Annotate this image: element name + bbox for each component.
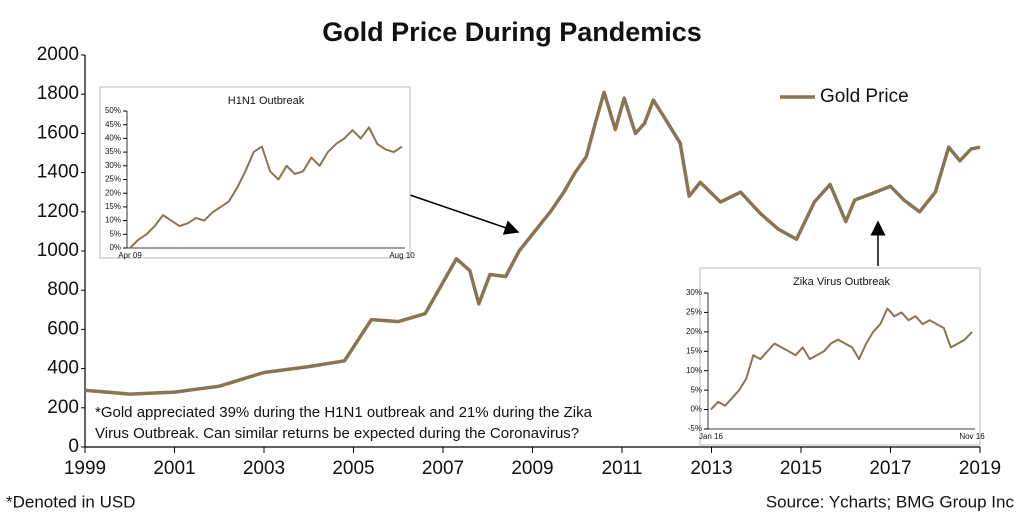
y-tick-label: 30% xyxy=(686,288,702,297)
y-tick-label: 5% xyxy=(690,385,702,394)
annotation: *Gold appreciated 39% during the H1N1 ou… xyxy=(95,404,593,421)
y-tick-label: 10% xyxy=(686,366,702,375)
y-tick-label: 10% xyxy=(105,216,121,225)
legend-label: Gold Price xyxy=(820,86,909,107)
y-tick-label: 0% xyxy=(690,405,702,414)
x-tick-label: Nov 16 xyxy=(959,432,985,441)
y-tick-label: 15% xyxy=(686,346,702,355)
data-line xyxy=(710,307,973,411)
y-tick-label: 400 xyxy=(47,358,79,379)
inset-title: Zika Virus Outbreak xyxy=(793,276,891,288)
arrow xyxy=(409,194,520,235)
y-tick-label: 0 xyxy=(68,436,79,457)
x-tick-label: Jan 16 xyxy=(699,432,724,441)
y-tick-label: 35% xyxy=(105,147,121,156)
inset-frame xyxy=(99,86,411,259)
data-line xyxy=(129,126,403,249)
annotation: Virus Outbreak. Can similar returns be e… xyxy=(95,425,579,442)
y-tick-label: 25% xyxy=(686,308,702,317)
y-tick-label: 1200 xyxy=(37,201,79,222)
y-tick-label: 200 xyxy=(47,397,79,418)
x-tick-label: 2017 xyxy=(869,458,911,479)
y-tick-label: -5% xyxy=(688,424,702,433)
y-tick-label: 1000 xyxy=(37,240,79,261)
source: Source: Ycharts; BMG Group Inc xyxy=(766,492,1015,511)
y-tick-label: 1400 xyxy=(37,162,79,183)
y-tick-label: 0% xyxy=(109,243,121,252)
y-tick-label: 25% xyxy=(105,175,121,184)
inset-title: H1N1 Outbreak xyxy=(228,95,305,107)
y-tick-label: 800 xyxy=(47,279,79,300)
y-tick-label: 30% xyxy=(105,161,121,170)
x-tick-label: Aug 10 xyxy=(389,251,415,260)
y-tick-label: 50% xyxy=(105,106,121,115)
y-tick-label: 2000 xyxy=(37,44,79,65)
chart-title: Gold Price During Pandemics xyxy=(322,17,702,47)
data-line xyxy=(84,90,981,396)
x-tick-label: 1999 xyxy=(64,458,106,479)
x-tick-label: 2001 xyxy=(153,458,195,479)
inset-frame xyxy=(699,267,981,446)
x-tick-label: 2013 xyxy=(690,458,732,479)
x-tick-label: 2005 xyxy=(332,458,374,479)
y-tick-label: 15% xyxy=(105,202,121,211)
y-tick-label: 40% xyxy=(105,134,121,143)
note: *Denoted in USD xyxy=(6,492,135,511)
y-tick-label: 20% xyxy=(686,327,702,336)
x-tick-label: 2007 xyxy=(422,458,464,479)
y-tick-label: 600 xyxy=(47,318,79,339)
y-tick-label: 45% xyxy=(105,120,121,129)
y-tick-label: 1600 xyxy=(37,122,79,143)
x-tick-label: 2019 xyxy=(959,458,1001,479)
x-tick-label: Apr 09 xyxy=(118,251,142,260)
y-tick-label: 20% xyxy=(105,188,121,197)
y-tick-label: 5% xyxy=(109,229,121,238)
x-tick-label: 2011 xyxy=(602,458,643,479)
x-tick-label: 2009 xyxy=(511,458,553,479)
y-tick-label: 1800 xyxy=(37,83,79,104)
x-tick-label: 2015 xyxy=(780,458,822,479)
x-tick-label: 2003 xyxy=(243,458,285,479)
